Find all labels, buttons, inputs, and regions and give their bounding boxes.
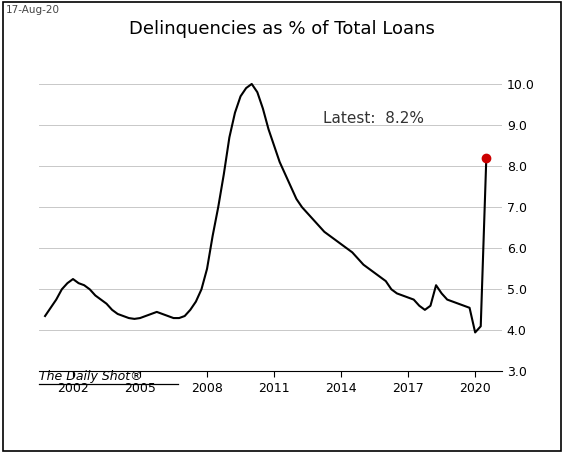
Text: The Daily Shot®: The Daily Shot® [39, 370, 143, 383]
Text: Delinquencies as % of Total Loans: Delinquencies as % of Total Loans [129, 20, 435, 39]
Text: 17-Aug-20: 17-Aug-20 [6, 5, 60, 14]
Text: Latest:  8.2%: Latest: 8.2% [323, 111, 424, 126]
